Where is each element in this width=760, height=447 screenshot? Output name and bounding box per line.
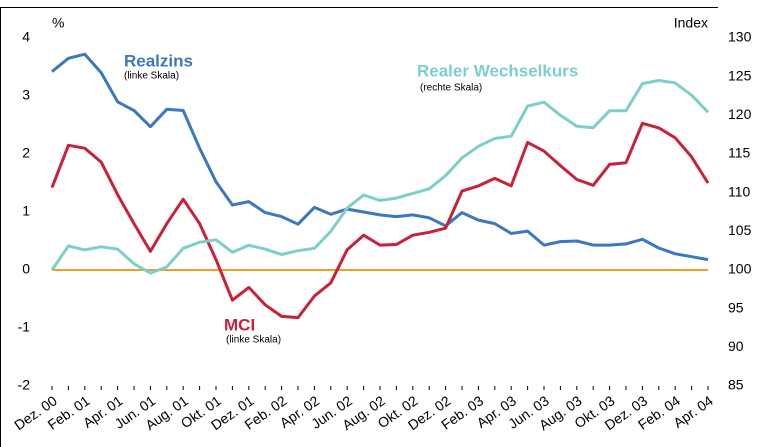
series-line (50, 79, 710, 275)
y-tick-label: 0 (22, 261, 30, 277)
y2-axis-label: Index (674, 15, 708, 31)
y-axis-label: % (52, 15, 64, 31)
y2-tick-label: 105 (728, 222, 752, 238)
series-note: (linke Skala) (226, 335, 281, 346)
y2-tick-label: 100 (728, 261, 752, 277)
series-note: (rechte Skala) (420, 83, 482, 94)
y2-tick-label: 90 (728, 338, 744, 354)
y2-tick-label: 85 (728, 377, 744, 393)
y-tick-label: 2 (22, 145, 30, 161)
series-label: Realzins (124, 51, 193, 70)
series-label: MCI (224, 315, 255, 334)
y2-tick-label: 130 (728, 29, 752, 45)
series-line (51, 52, 709, 262)
y-tick-label: 4 (22, 29, 30, 45)
y-tick-label: -2 (18, 377, 31, 393)
y2-tick-label: 95 (728, 299, 744, 315)
y-tick-label: 3 (22, 87, 30, 103)
y2-tick-label: 120 (728, 106, 752, 122)
y-tick-label: 1 (22, 203, 30, 219)
y-tick-label: -1 (18, 319, 31, 335)
y2-tick-label: 125 (728, 67, 752, 83)
series-line (50, 121, 710, 320)
y2-tick-label: 115 (728, 145, 751, 161)
series-note: (linke Skala) (124, 71, 179, 82)
series-label: Realer Wechselkurs (417, 61, 578, 80)
y2-tick-label: 110 (728, 183, 751, 199)
